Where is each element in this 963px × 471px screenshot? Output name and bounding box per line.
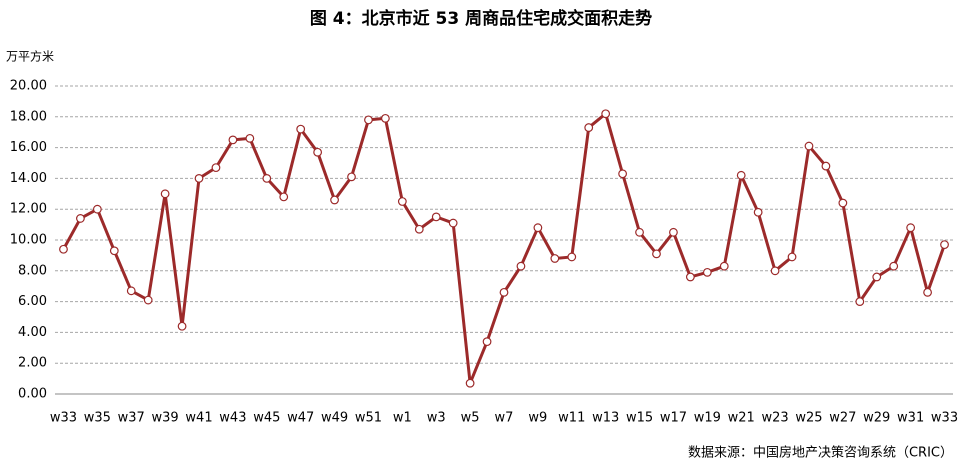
x-tick-label: w27 [829, 411, 856, 426]
point [194, 173, 204, 183]
point [719, 261, 729, 271]
point [821, 161, 831, 171]
point [59, 244, 68, 254]
x-tick-label: w11 [558, 411, 585, 426]
x-tick-label: w39 [152, 411, 179, 426]
x-tick-label: w47 [287, 411, 314, 426]
point [702, 267, 712, 277]
point [448, 218, 458, 228]
y-axis-label: 万平方米 [6, 49, 54, 64]
series-line [62, 112, 946, 385]
x-tick-label: w1 [393, 411, 412, 426]
y-tick-label: 6.00 [18, 294, 47, 309]
y-tick-label: 18.00 [10, 109, 47, 124]
x-tick-label: w41 [185, 411, 212, 426]
point [431, 212, 441, 222]
point [635, 227, 644, 237]
x-tick-label: w33 [50, 411, 77, 426]
y-tick-label: 10.00 [10, 233, 47, 248]
point [567, 252, 577, 262]
point [262, 173, 272, 183]
point [770, 266, 780, 276]
y-tick-label: 12.00 [10, 202, 47, 217]
point [550, 254, 560, 263]
point [855, 297, 865, 307]
x-tick-label: w45 [253, 411, 280, 426]
y-tick-label: 2.00 [18, 356, 47, 371]
point [92, 204, 102, 214]
point [872, 272, 882, 282]
y-tick-label: 0.00 [18, 387, 47, 402]
x-tick-label: w29 [863, 411, 890, 426]
point [685, 272, 695, 282]
point [296, 124, 306, 134]
point [76, 214, 85, 223]
point [228, 135, 238, 145]
point [330, 195, 339, 205]
point [313, 147, 323, 157]
x-tick-label: w33 [931, 411, 958, 426]
point [669, 227, 678, 237]
point [126, 286, 136, 296]
x-tick-label: w23 [762, 411, 789, 426]
point [499, 287, 509, 297]
point [584, 123, 594, 132]
y-tick-label: 8.00 [18, 263, 47, 278]
x-tick-label: w51 [355, 411, 382, 426]
point [245, 133, 255, 143]
x-tick-label: w9 [528, 411, 547, 426]
point [804, 141, 814, 151]
x-tick-label: w43 [219, 411, 246, 426]
point [618, 169, 628, 179]
point [380, 113, 390, 123]
point [109, 246, 119, 256]
point [533, 223, 543, 233]
x-tick-label: w25 [795, 411, 822, 426]
point [347, 172, 356, 182]
x-tick-label: w3 [427, 411, 446, 426]
y-tick-label: 20.00 [10, 79, 47, 94]
point [516, 261, 526, 271]
point [465, 378, 475, 388]
point [160, 189, 170, 199]
point [211, 163, 221, 173]
x-tick-label: w7 [495, 411, 514, 426]
x-tick-label: w35 [84, 411, 111, 426]
point [838, 198, 848, 208]
point [906, 223, 916, 233]
source: 数据来源：中国房地产决策咨询系统（CRIC） [688, 445, 953, 461]
y-tick-label: 14.00 [10, 171, 47, 186]
y-tick-label: 4.00 [18, 325, 47, 340]
x-tick-label: w13 [592, 411, 619, 426]
point [889, 261, 899, 271]
point [753, 207, 763, 217]
point [279, 192, 289, 202]
chart-title: 图 4：北京市近 53 周商品住宅成交面积走势 [310, 8, 652, 29]
point [414, 224, 424, 234]
point [177, 321, 187, 331]
point [364, 115, 373, 125]
x-tick-label: w5 [461, 411, 480, 426]
point [397, 197, 407, 206]
x-tick-label: w17 [660, 411, 687, 426]
x-tick-label: w31 [897, 411, 924, 426]
point [652, 249, 661, 259]
x-tick-label: w19 [694, 411, 721, 426]
point [940, 240, 949, 250]
point [736, 170, 746, 180]
y-tick-label: 16.00 [10, 140, 47, 155]
point [787, 252, 797, 262]
x-tick-label: w49 [321, 411, 348, 426]
point [482, 337, 492, 347]
x-tick-label: w37 [118, 411, 145, 426]
x-tick-label: w21 [728, 411, 755, 426]
point [601, 109, 611, 119]
point [923, 287, 932, 297]
point [143, 295, 153, 305]
x-tick-label: w15 [626, 411, 653, 426]
